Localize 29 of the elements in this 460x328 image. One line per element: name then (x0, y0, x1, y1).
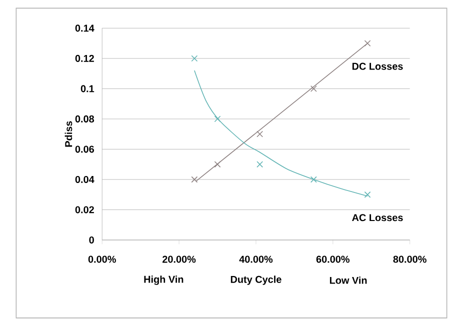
point (310, 85, 317, 92)
y-tick-label: 0.06 (75, 146, 94, 153)
text: DC Losses (352, 62, 403, 70)
text: Low Vin (330, 276, 367, 284)
y-tick-label: 0.1 (80, 85, 94, 92)
y-tick-label: 0.08 (75, 115, 94, 122)
point (310, 176, 317, 183)
point (214, 116, 221, 122)
point (364, 40, 371, 46)
y-axis-title: Pdiss (64, 121, 72, 147)
x-tick-label: 60.00% (316, 256, 350, 263)
text: AC Losses (352, 214, 403, 222)
x-tick-label: 80.00% (393, 256, 426, 263)
x-axis-title: Duty Cycle (230, 276, 282, 285)
x-tick-label: 20.00% (162, 256, 196, 263)
y-tick-label: 0.04 (75, 176, 94, 183)
text: High Vin (144, 276, 184, 285)
point (214, 161, 221, 168)
y-tick-label: 0 (89, 236, 94, 244)
y-tick-label: 0.14 (75, 24, 94, 32)
line-series (194, 70, 368, 196)
y-tick-label: 0.12 (75, 54, 94, 62)
point (256, 130, 264, 138)
x-tick-label: 0.00% (88, 256, 116, 263)
point (256, 161, 264, 168)
y-tick-label: 0.02 (75, 206, 94, 214)
point (364, 191, 371, 198)
point (191, 55, 198, 62)
x-tick-label: 40.00% (239, 256, 273, 263)
